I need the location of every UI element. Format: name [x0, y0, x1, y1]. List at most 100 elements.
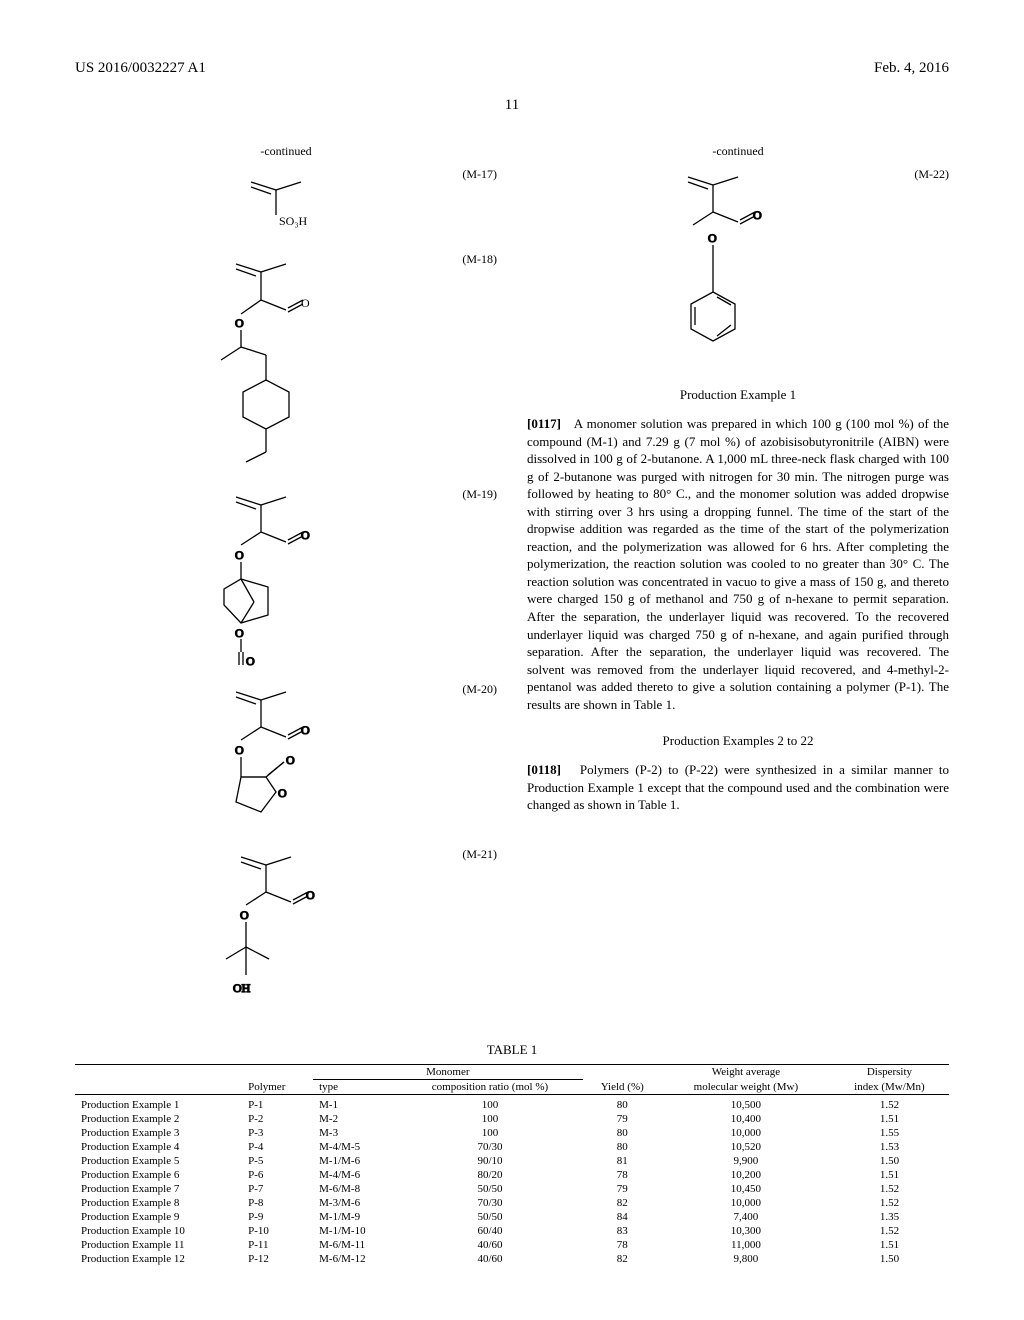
para-text-0117: A monomer solution was prepared in which…: [527, 416, 949, 712]
cell-polymer: P-2: [242, 1112, 313, 1126]
table-row: Production Example 12P-12M-6/M-1240/6082…: [75, 1252, 949, 1266]
table-body: Production Example 1P-1M-11008010,5001.5…: [75, 1095, 949, 1267]
svg-text:O: O: [235, 743, 244, 757]
th-polymer: Polymer: [242, 1080, 313, 1095]
cell-mw: 10,400: [662, 1112, 830, 1126]
cell-disp: 1.50: [830, 1154, 949, 1168]
cell-type: M-4/M-6: [313, 1168, 397, 1182]
cell-mw: 10,450: [662, 1182, 830, 1196]
cell-disp: 1.50: [830, 1252, 949, 1266]
structure-m20: (M-20) O O O: [75, 682, 497, 832]
structure-m21: (M-21) O O OH: [75, 847, 497, 1007]
m19-label: (M-19): [462, 487, 497, 502]
cell-type: M-2: [313, 1112, 397, 1126]
doc-date: Feb. 4, 2016: [874, 60, 949, 77]
cell-polymer: P-11: [242, 1238, 313, 1252]
page-header: US 2016/0032227 A1 Feb. 4, 2016: [75, 60, 949, 77]
row-name: Production Example 8: [75, 1196, 242, 1210]
cell-mw: 10,200: [662, 1168, 830, 1182]
table-title: TABLE 1: [75, 1042, 949, 1058]
cell-disp: 1.52: [830, 1095, 949, 1113]
cell-polymer: P-12: [242, 1252, 313, 1266]
row-name: Production Example 7: [75, 1182, 242, 1196]
row-name: Production Example 6: [75, 1168, 242, 1182]
cell-disp: 1.52: [830, 1224, 949, 1238]
cell-type: M-6/M-12: [313, 1252, 397, 1266]
cell-mw: 9,900: [662, 1154, 830, 1168]
cell-mw: 10,000: [662, 1196, 830, 1210]
chem-structure-icon: O O O O: [206, 682, 366, 832]
th-disp: index (Mw/Mn): [830, 1080, 949, 1095]
cell-mw: 10,520: [662, 1140, 830, 1154]
para-num-0117: [0117]: [527, 416, 561, 431]
svg-text:O: O: [301, 723, 310, 737]
row-name: Production Example 12: [75, 1252, 242, 1266]
table-row: Production Example 6P-6M-4/M-680/207810,…: [75, 1168, 949, 1182]
cell-polymer: P-4: [242, 1140, 313, 1154]
cell-disp: 1.51: [830, 1238, 949, 1252]
th-monomer-group: Monomer: [313, 1065, 582, 1080]
cell-yield: 80: [583, 1140, 662, 1154]
cell-disp: 1.51: [830, 1112, 949, 1126]
table-row: Production Example 10P-10M-1/M-1060/4083…: [75, 1224, 949, 1238]
cell-mw: 7,400: [662, 1210, 830, 1224]
cell-mw: 11,000: [662, 1238, 830, 1252]
cell-comp: 100: [397, 1126, 582, 1140]
cell-yield: 78: [583, 1238, 662, 1252]
th-disp-group: Dispersity: [830, 1065, 949, 1080]
chem-structure-icon: SO₃H: [221, 167, 351, 237]
chem-structure-icon: O O O O: [206, 487, 366, 667]
chem-structure-icon: O O OH: [211, 847, 361, 1007]
svg-text:O: O: [246, 654, 255, 667]
cell-yield: 83: [583, 1224, 662, 1238]
row-name: Production Example 1: [75, 1095, 242, 1113]
cell-comp: 40/60: [397, 1252, 582, 1266]
structure-m19: (M-19) O O: [75, 487, 497, 667]
cell-type: M-1/M-6: [313, 1154, 397, 1168]
th-mw-group: Weight average: [662, 1065, 830, 1080]
m22-label: (M-22): [914, 167, 949, 182]
row-name: Production Example 4: [75, 1140, 242, 1154]
cell-comp: 40/60: [397, 1238, 582, 1252]
cell-yield: 84: [583, 1210, 662, 1224]
cell-disp: 1.35: [830, 1210, 949, 1224]
table-row: Production Example 4P-4M-4/M-570/308010,…: [75, 1140, 949, 1154]
cell-comp: 80/20: [397, 1168, 582, 1182]
row-name: Production Example 3: [75, 1126, 242, 1140]
svg-text:O: O: [301, 296, 310, 310]
svg-text:O: O: [301, 528, 310, 542]
cell-yield: 82: [583, 1252, 662, 1266]
cell-polymer: P-1: [242, 1095, 313, 1113]
para-num-0118: [0118]: [527, 762, 561, 777]
cell-yield: 80: [583, 1095, 662, 1113]
cell-disp: 1.55: [830, 1126, 949, 1140]
svg-text:O: O: [235, 316, 244, 330]
th-composition: composition ratio (mol %): [397, 1080, 582, 1095]
cell-type: M-3: [313, 1126, 397, 1140]
cell-type: M-1/M-9: [313, 1210, 397, 1224]
table-row: Production Example 3P-3M-31008010,0001.5…: [75, 1126, 949, 1140]
row-name: Production Example 2: [75, 1112, 242, 1126]
m18-label: (M-18): [462, 252, 497, 267]
cell-type: M-3/M-6: [313, 1196, 397, 1210]
cell-type: M-6/M-8: [313, 1182, 397, 1196]
m20-label: (M-20): [462, 682, 497, 697]
cell-comp: 50/50: [397, 1210, 582, 1224]
svg-text:O: O: [708, 231, 717, 245]
th-yield: Yield (%): [583, 1080, 662, 1095]
svg-text:O: O: [240, 908, 249, 922]
cell-yield: 80: [583, 1126, 662, 1140]
structure-m22: (M-22) O O: [527, 167, 949, 367]
cell-yield: 78: [583, 1168, 662, 1182]
chem-structure-icon: O O: [653, 167, 823, 367]
cell-disp: 1.53: [830, 1140, 949, 1154]
production-examples-2-22-heading: Production Examples 2 to 22: [527, 733, 949, 749]
cell-comp: 100: [397, 1112, 582, 1126]
svg-text:O: O: [235, 548, 244, 562]
table-row: Production Example 8P-8M-3/M-670/308210,…: [75, 1196, 949, 1210]
cell-comp: 50/50: [397, 1182, 582, 1196]
cell-yield: 79: [583, 1182, 662, 1196]
cell-polymer: P-9: [242, 1210, 313, 1224]
cell-polymer: P-5: [242, 1154, 313, 1168]
cell-yield: 82: [583, 1196, 662, 1210]
